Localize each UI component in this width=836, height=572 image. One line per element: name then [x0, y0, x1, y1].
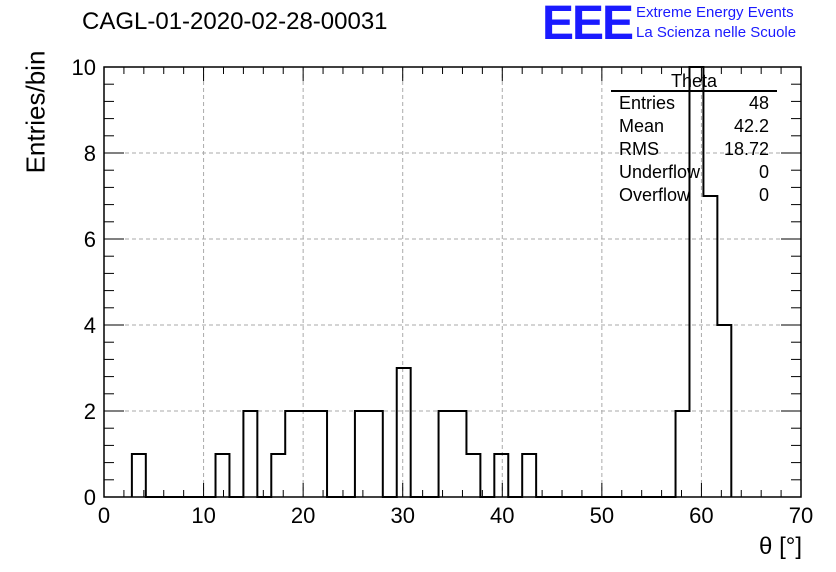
histogram-outline — [130, 66, 733, 498]
x-axis-label: θ [°] — [759, 533, 802, 560]
x-tick-label: 0 — [98, 503, 110, 528]
stats-value: 48 — [748, 93, 769, 113]
stats-value: 42.2 — [733, 116, 769, 136]
y-tick-label: 6 — [84, 227, 96, 252]
histogram-bin — [243, 411, 257, 497]
histogram-bin — [453, 411, 467, 497]
histogram-bin — [369, 411, 383, 497]
plot-frame — [103, 66, 802, 498]
axis-ticks — [103, 66, 802, 498]
y-tick-label: 10 — [72, 55, 96, 80]
histogram-bin — [494, 454, 508, 497]
x-tick-label: 70 — [789, 503, 813, 528]
stats-label: Entries — [619, 93, 676, 113]
histogram-bin — [397, 368, 411, 497]
stats-box: Theta Entries 48 Mean 42.2 RMS 18.72 Und… — [611, 70, 777, 207]
x-tick-label: 60 — [689, 503, 713, 528]
histogram-bin — [522, 454, 536, 497]
y-tick-label: 2 — [84, 399, 96, 424]
grid-lines — [104, 67, 801, 497]
y-axis-label: Entries/bin — [20, 50, 51, 174]
x-tick-label: 40 — [490, 503, 514, 528]
stats-row-underflow: Underflow 0 — [611, 161, 777, 184]
y-tick-label: 0 — [84, 485, 96, 510]
stats-label: Underflow — [619, 162, 701, 182]
histogram-bin — [439, 411, 453, 497]
histogram-bin — [466, 454, 480, 497]
histogram-bin — [676, 411, 690, 497]
y-tick-label: 4 — [84, 313, 96, 338]
histogram-bin — [355, 411, 369, 497]
stats-row-entries: Entries 48 — [611, 92, 777, 115]
x-tick-label: 50 — [590, 503, 614, 528]
stats-row-rms: RMS 18.72 — [611, 138, 777, 161]
histogram-bin — [216, 454, 230, 497]
x-tick-label: 10 — [191, 503, 215, 528]
stats-label: Mean — [619, 116, 665, 136]
eee-logo: EEE — [542, 0, 634, 50]
stats-row-overflow: Overflow 0 — [611, 184, 777, 207]
x-tick-label: 20 — [291, 503, 315, 528]
y-tick-label: 8 — [84, 141, 96, 166]
logo-line-1: Extreme Energy Events — [636, 4, 794, 21]
stats-row-mean: Mean 42.2 — [611, 115, 777, 138]
chart-title: CAGL-01-2020-02-28-00031 — [82, 8, 388, 35]
stats-value: 0 — [758, 162, 769, 182]
stats-box-title: Theta — [611, 70, 777, 92]
histogram-bars — [130, 66, 733, 498]
stats-label: RMS — [619, 139, 659, 159]
histogram-bin — [285, 411, 299, 497]
axis-tick-labels: 0 10 20 30 40 50 60 70 0 2 4 6 8 10 — [72, 55, 814, 528]
stats-value: 18.72 — [723, 139, 769, 159]
stats-label: Overflow — [619, 185, 691, 205]
logo-line-2: La Scienza nelle Scuole — [636, 24, 797, 41]
histogram-bin — [313, 411, 327, 497]
histogram-bin — [703, 196, 717, 497]
stats-value: 0 — [758, 185, 769, 205]
histogram-bin — [299, 411, 313, 497]
x-tick-label: 30 — [390, 503, 414, 528]
